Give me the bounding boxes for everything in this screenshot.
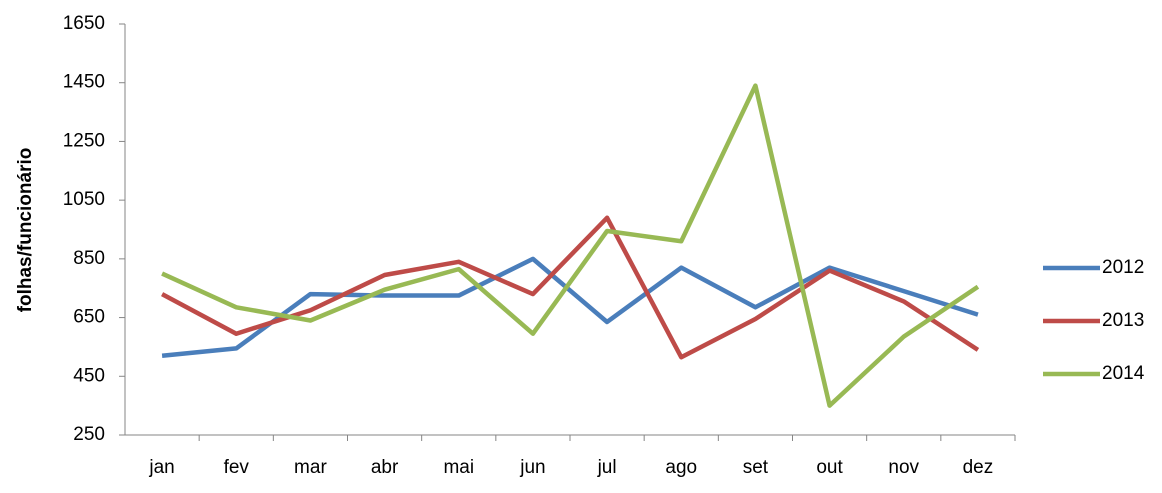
x-tick-label: mai	[443, 457, 474, 478]
legend-label: 2014	[1102, 363, 1145, 384]
x-tick-label: abr	[371, 457, 399, 478]
y-tick-label: 1250	[63, 130, 105, 151]
x-tick-label: ago	[665, 457, 697, 478]
line-series	[161, 256, 979, 358]
x-tick-label: jan	[148, 457, 174, 478]
y-tick-label: 850	[73, 248, 105, 269]
y-tick-label: 650	[73, 307, 105, 328]
x-tick-label: jul	[597, 457, 617, 478]
y-tick-label: 450	[73, 365, 105, 386]
y-axis-label: folhas/funcionário	[15, 148, 36, 313]
legend-label: 2012	[1102, 257, 1144, 278]
x-tick-label: jun	[519, 457, 545, 478]
line-series	[161, 83, 980, 408]
y-tick-label: 1650	[63, 13, 105, 34]
x-tick-label: dez	[963, 457, 994, 478]
line-series	[161, 215, 980, 360]
x-tick-label: set	[743, 457, 769, 478]
x-tick-label: fev	[224, 457, 250, 478]
x-tick-label: out	[816, 457, 843, 478]
y-tick-label: 1450	[63, 72, 105, 93]
x-tick-label: nov	[888, 457, 919, 478]
y-tick-label: 1050	[63, 189, 105, 210]
x-tick-label: mar	[294, 457, 327, 478]
y-tick-label: 250	[73, 424, 105, 445]
legend-label: 2013	[1102, 310, 1144, 331]
